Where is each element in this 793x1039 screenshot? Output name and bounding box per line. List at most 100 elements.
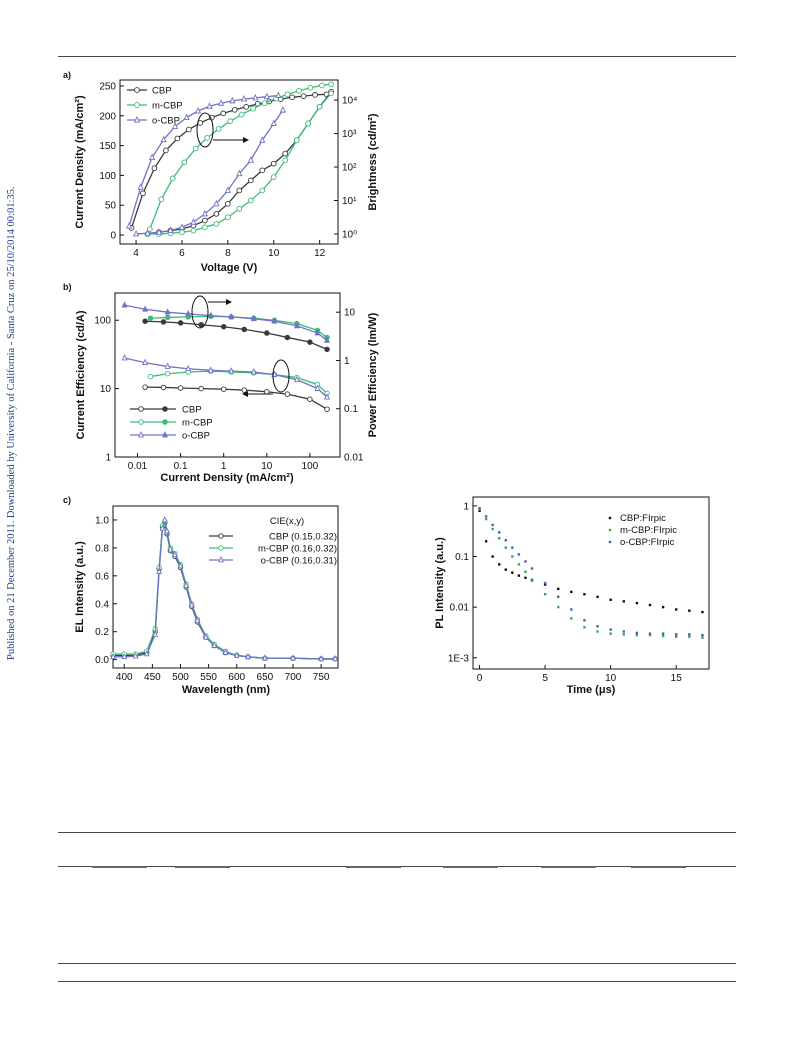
- panel-c-ytick-label: 0.6: [95, 571, 109, 582]
- panel-b-point: [314, 329, 321, 336]
- panel-a-ytick-label: 50: [105, 201, 117, 212]
- panel-d-point: [530, 567, 534, 570]
- panel-b-arrowhead-power: [226, 299, 232, 305]
- panel-b-point: [250, 368, 257, 375]
- panel-a-point: [183, 113, 190, 121]
- panel-b-legend-marker-open: [138, 419, 144, 425]
- panel-c-legend: CBP (0.15,0.32)m-CBP (0.16,0.32)o-CBP (0…: [209, 532, 337, 567]
- panel-a-point: [289, 94, 295, 101]
- panel-d-point: [478, 508, 481, 511]
- panel-c-point: [121, 652, 128, 660]
- panel-b-point: [160, 319, 167, 325]
- panel-a-point: [185, 126, 192, 133]
- panel-d-point: [498, 537, 501, 540]
- panel-a-point: [213, 221, 220, 227]
- panel-d-point: [524, 570, 527, 573]
- panel-d-point: [675, 608, 678, 611]
- panel-a-point: [247, 177, 254, 184]
- panel-b-point: [147, 373, 154, 380]
- panel-d-xlabel: Time (μs): [567, 684, 616, 696]
- panel-a-point: [137, 183, 144, 190]
- panel-a-point: [192, 145, 199, 152]
- top-rule: [58, 56, 736, 57]
- panel-b-legend: CBP m-CBP o-CBP: [130, 405, 213, 442]
- panel-d-point: [498, 531, 501, 534]
- panel-b-point: [241, 326, 248, 333]
- panel-b-point: [284, 334, 291, 341]
- panel-d-point: [484, 515, 488, 518]
- panel-d-point: [491, 527, 494, 531]
- panel-d-legend-marker: [608, 528, 612, 532]
- panel-a-frame: [119, 79, 339, 245]
- panel-b-series-line: [145, 320, 328, 350]
- panel-a-point: [167, 226, 174, 234]
- panel-b-xtick-label: 100: [302, 461, 319, 472]
- panel-d-point: [524, 576, 527, 580]
- panel-b-point: [264, 330, 270, 336]
- panel-a-point: [178, 223, 186, 230]
- panel-d-point: [491, 555, 494, 558]
- panel-b-point: [324, 346, 330, 353]
- panel-a-point: [282, 150, 289, 157]
- panel-a-xtick-label: 8: [225, 248, 231, 259]
- panel-b-point: [142, 384, 148, 390]
- panel-c-ytick-label: 0.4: [95, 599, 109, 610]
- panel-b-point: [324, 393, 331, 400]
- panel-a-point: [146, 226, 153, 232]
- panel-a-point: [132, 229, 140, 237]
- panel-d-point: [675, 635, 678, 638]
- panel-b-point: [142, 318, 148, 324]
- panel-c-point: [161, 516, 168, 523]
- panel-a-ytick-label: 150: [99, 141, 116, 152]
- table-rule-stub: [175, 866, 230, 868]
- panel-a-point: [328, 81, 334, 88]
- panel-b-point: [207, 366, 214, 373]
- panel-a-point: [261, 100, 268, 107]
- panel-a-point: [163, 147, 169, 154]
- panel-a-point: [247, 156, 254, 163]
- panel-d-point: [701, 610, 704, 614]
- panel-d-legend-marker: [608, 540, 612, 544]
- panel-d-xtick-label: 15: [671, 673, 683, 684]
- panel-a-point: [227, 118, 233, 124]
- panel-b-legend-label: CBP: [182, 405, 202, 416]
- panel-a-point: [319, 82, 325, 89]
- panel-b-point: [220, 323, 227, 330]
- panel-d-point: [570, 608, 573, 611]
- panel-a-point: [236, 187, 243, 194]
- panel-d-point: [609, 632, 612, 635]
- panel-b-point: [160, 384, 167, 391]
- panel-a-point: [213, 199, 220, 207]
- panel-d-ytick-label: 1E-3: [448, 653, 470, 664]
- panel-b-point: [185, 364, 192, 372]
- panel-a-legend-label: m-CBP: [152, 101, 183, 112]
- panel-d-point: [609, 628, 612, 631]
- panel-a-xtick-label: 4: [133, 248, 139, 259]
- panel-c-xtick-label: 650: [257, 672, 274, 683]
- panel-d-point: [511, 555, 514, 558]
- panel-b-y2tick-label: 1: [344, 356, 350, 367]
- panel-a-point: [312, 92, 318, 98]
- panel-c-point: [167, 545, 174, 552]
- panel-b-point: [250, 314, 257, 322]
- panel-a-point: [240, 95, 248, 102]
- panel-a-point: [217, 99, 225, 106]
- panel-c-xtick-label: 550: [200, 672, 217, 683]
- panel-a-point: [204, 134, 211, 141]
- panel-d-point: [609, 598, 612, 601]
- panel-a-legend-marker: [134, 87, 140, 93]
- panel-b-point: [164, 314, 171, 321]
- panel-d-xtick-label: 0: [477, 673, 483, 684]
- panel-a-point: [151, 165, 158, 172]
- panel-a-point: [174, 135, 181, 142]
- panel-d-point: [675, 633, 678, 636]
- panel-a-point: [215, 126, 222, 132]
- panel-b-legend-marker-open: [138, 406, 144, 412]
- panel-c-series-line: [113, 519, 336, 660]
- panel-a-point: [252, 93, 259, 101]
- panel-c-xtick-label: 500: [172, 672, 189, 683]
- panel-b-point: [307, 339, 313, 345]
- panel-a-point: [316, 103, 323, 110]
- panel-c-point: [164, 527, 170, 534]
- table-rule-stub: [92, 866, 147, 868]
